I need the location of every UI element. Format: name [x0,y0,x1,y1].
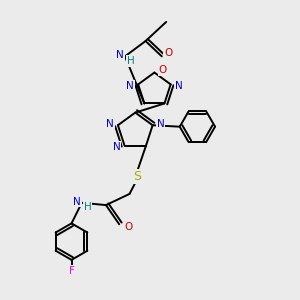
Text: N: N [157,119,164,129]
Text: N: N [175,81,182,91]
Text: N: N [116,50,124,60]
Text: O: O [124,222,132,232]
Text: H: H [84,202,92,212]
Text: N: N [106,119,114,129]
Text: H: H [127,56,135,66]
Text: O: O [164,48,172,59]
Text: N: N [73,196,81,207]
Text: N: N [113,142,121,152]
Text: F: F [69,266,74,276]
Text: S: S [133,170,141,183]
Text: O: O [158,65,167,75]
Text: N: N [126,81,134,91]
